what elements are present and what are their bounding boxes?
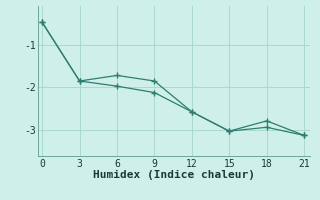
X-axis label: Humidex (Indice chaleur): Humidex (Indice chaleur) [93,170,255,180]
